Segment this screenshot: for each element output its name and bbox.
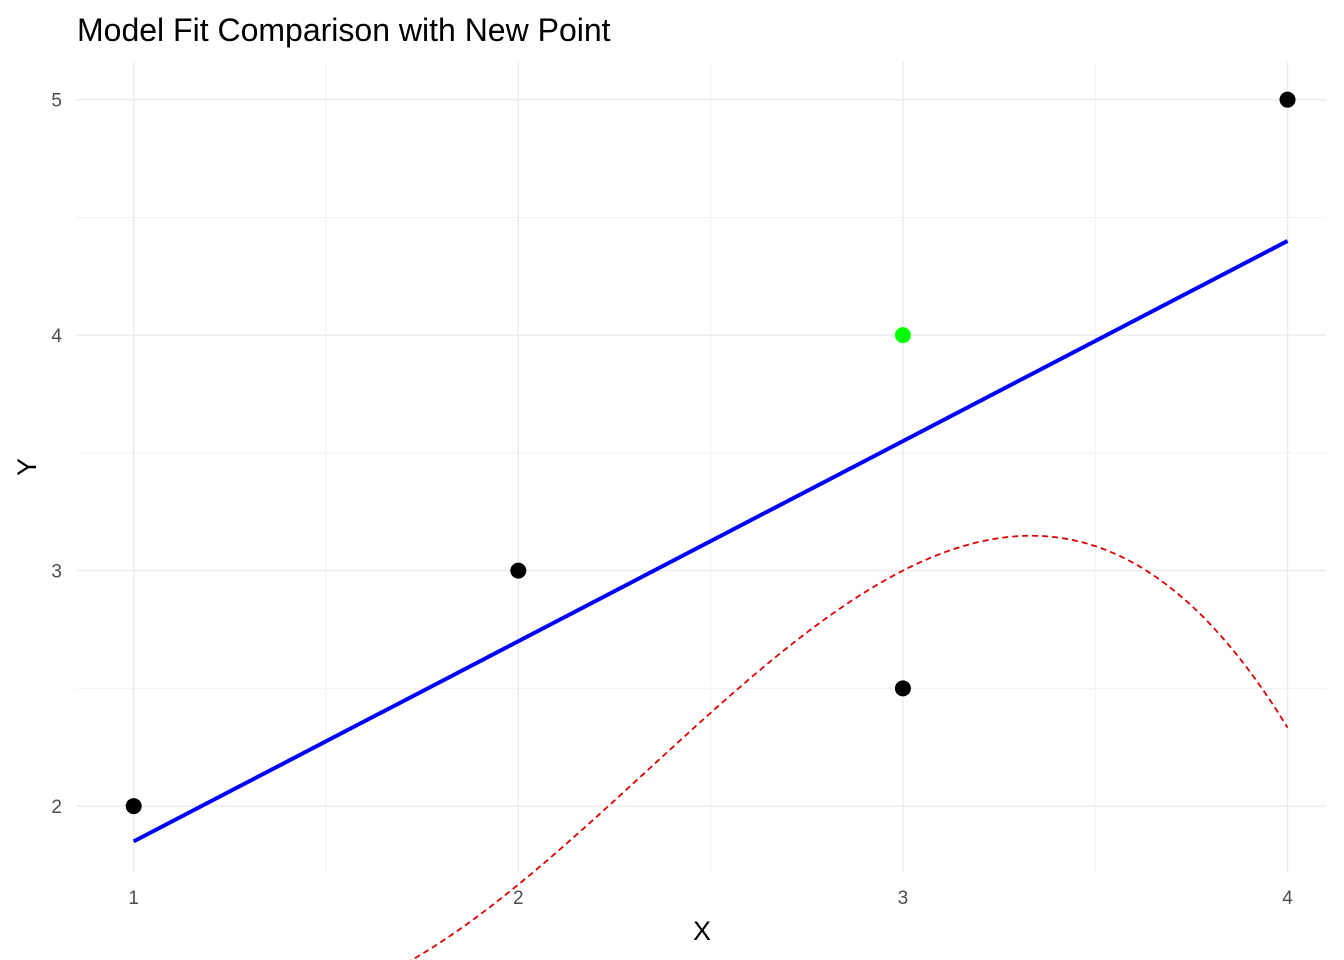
grid — [76, 62, 1326, 872]
x-tick-label: 2 — [513, 888, 524, 909]
y-tick-label: 4 — [51, 326, 62, 347]
ticks-layer: 1 2 3 4 2 3 4 5 — [51, 91, 1293, 909]
x-axis-title: X — [693, 916, 711, 946]
data-point — [1279, 91, 1296, 108]
y-tick-label: 5 — [51, 91, 62, 112]
chart-title: Model Fit Comparison with New Point — [77, 12, 611, 48]
x-tick-label: 4 — [1282, 888, 1293, 909]
linear-fit-line — [132, 239, 1289, 844]
x-tick-label: 1 — [128, 888, 139, 909]
data-point — [894, 680, 911, 697]
data-point — [510, 562, 527, 579]
points-layer — [125, 91, 1296, 815]
series-layer — [132, 239, 1289, 960]
y-tick-label: 3 — [51, 562, 62, 583]
polynomial-fit-line — [409, 534, 1289, 960]
data-point — [125, 798, 142, 815]
y-axis-title: Y — [12, 458, 42, 476]
y-tick-label: 2 — [51, 797, 62, 818]
new-data-point — [894, 327, 911, 344]
x-tick-label: 3 — [898, 888, 909, 909]
